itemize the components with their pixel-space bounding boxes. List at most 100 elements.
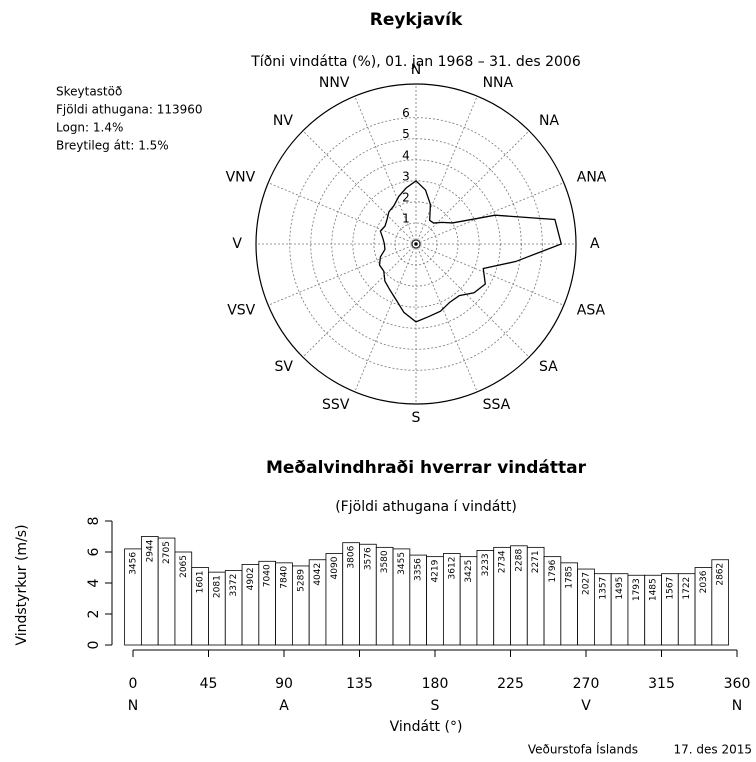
count-label: 2288 [514, 549, 524, 572]
info: Fjöldi athugana: 113960 [56, 103, 203, 117]
count-label: 1601 [196, 571, 206, 594]
count-label: 3576 [363, 547, 373, 570]
spoke [302, 243, 417, 358]
direction-label: NV [273, 113, 293, 129]
ring-label: 6 [402, 106, 410, 120]
count-label: 2027 [582, 572, 592, 595]
count-label: 3580 [380, 550, 390, 573]
direction-label: VNV [226, 169, 256, 185]
info: Skeytastöð [56, 85, 122, 99]
ring [394, 222, 438, 266]
count-label: 1567 [665, 577, 675, 600]
x-tick-label: 270 [573, 676, 600, 692]
direction-label: SSA [483, 397, 511, 413]
info: Breytileg átt: 1.5% [56, 139, 169, 153]
count-label: 1785 [565, 566, 575, 589]
count-label: 3372 [229, 574, 239, 597]
chart-title: Reykjavík [370, 10, 463, 30]
ring-label: 5 [402, 127, 410, 141]
x-tick-label: 180 [422, 676, 449, 692]
center-dot [414, 242, 418, 246]
ring [373, 201, 459, 287]
direction-label: NNA [483, 75, 514, 91]
ring [310, 138, 522, 350]
count-label: 3806 [347, 545, 357, 568]
count-label: 3356 [414, 558, 424, 581]
x-tick-label: 45 [200, 676, 218, 692]
spoke [415, 130, 530, 245]
center [411, 239, 421, 249]
count-label: 4219 [431, 559, 441, 582]
chart-subtitle: Tíðni vindátta (%), 01. jan 1968 – 31. d… [250, 54, 581, 70]
rose-line [378, 179, 563, 323]
x-direction-label: N [128, 698, 138, 714]
count-label: 3425 [464, 560, 474, 583]
count-label: 1722 [682, 577, 692, 600]
x-tick-label: 135 [346, 676, 373, 692]
ring-label: 4 [402, 148, 410, 162]
spoke [415, 182, 564, 245]
x-tick-label: 225 [497, 676, 524, 692]
y-tick-label: 0 [86, 641, 102, 650]
y-tick-label: 8 [86, 517, 102, 526]
spoke [302, 130, 417, 245]
spoke [354, 243, 417, 392]
spoke [415, 96, 478, 245]
spoke [415, 243, 530, 358]
direction-label: VSV [227, 303, 255, 319]
count-label: 1485 [649, 578, 659, 601]
spoke [354, 96, 417, 245]
y-tick-label: 2 [86, 610, 102, 619]
count-label: 7040 [263, 564, 273, 587]
footer-date: 17. des 2015 [673, 743, 752, 757]
x-direction-label: V [581, 698, 591, 714]
count-label: 3612 [447, 557, 457, 580]
spoke [268, 243, 417, 306]
direction-label: ASA [577, 303, 606, 319]
x-direction-label: A [279, 698, 289, 714]
x-tick-label: 0 [129, 676, 138, 692]
count-label: 3455 [397, 552, 407, 575]
y-tick-label: 6 [86, 547, 102, 556]
direction-label: NA [539, 113, 559, 129]
chart-subtitle: (Fjöldi athugana í vindátt) [335, 499, 517, 515]
spoke [415, 243, 564, 306]
ring-label: 1 [402, 211, 410, 225]
direction-label: A [590, 236, 600, 252]
x-tick-label: 315 [648, 676, 675, 692]
count-label: 5289 [296, 569, 306, 592]
outer-circle [255, 83, 577, 405]
spoke [268, 182, 417, 245]
count-label: 2862 [716, 563, 726, 586]
direction-label: S [412, 410, 421, 426]
footer-source: Veðurstofa Íslands [528, 742, 638, 757]
chart-title: Meðalvindhraði hverrar vindáttar [266, 458, 587, 478]
x-direction-label: N [732, 698, 742, 714]
bar [711, 559, 730, 646]
count-label: 7840 [280, 566, 290, 589]
direction-label: SA [539, 359, 558, 375]
count-label: 4042 [313, 563, 323, 586]
count-label: 2065 [179, 555, 189, 578]
direction-label: N [411, 62, 421, 78]
count-label: 2036 [699, 570, 709, 593]
count-label: 2734 [498, 550, 508, 573]
direction-label: NNV [319, 75, 350, 91]
direction-label: ANA [577, 169, 607, 185]
direction-label: SSV [322, 397, 350, 413]
ring-label: 3 [402, 169, 410, 183]
count-label: 2271 [531, 550, 541, 573]
x-tick-label: 90 [275, 676, 293, 692]
ring-label: 2 [402, 190, 410, 204]
count-label: 1495 [615, 577, 625, 600]
info: Logn: 1.4% [56, 121, 123, 135]
y-axis-label: Vindstyrkur (m/s) [14, 524, 30, 645]
count-label: 4090 [330, 556, 340, 579]
direction-label: SV [274, 359, 293, 375]
direction-label: V [232, 236, 242, 252]
ring [289, 117, 543, 371]
count-label: 1796 [548, 559, 558, 582]
count-label: 1357 [598, 577, 608, 600]
count-label: 2944 [145, 539, 155, 562]
